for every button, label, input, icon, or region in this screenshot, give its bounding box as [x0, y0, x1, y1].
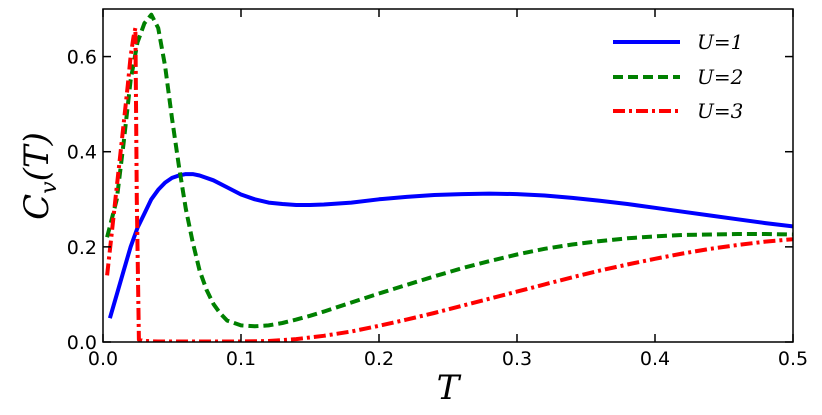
legend-label-u2: U=2: [697, 65, 743, 89]
legend-label-u1: U=1: [697, 30, 743, 54]
y-axis-title-main: C: [17, 194, 57, 220]
plot-frame: [102, 8, 794, 343]
y-axis-title-sub: v: [37, 181, 62, 194]
series-line-u2: [105, 12, 793, 329]
plot-background: [103, 9, 793, 342]
x-axis-title: T: [437, 368, 462, 408]
series-layer: [105, 12, 793, 342]
y-tick-label: 0.4: [67, 142, 97, 164]
x-tick-label: 0.4: [640, 348, 670, 370]
x-tick-label: 0.3: [502, 348, 532, 370]
legend: U=1 U=2 U=3: [613, 30, 743, 123]
y-axis-title: Cv(T): [17, 132, 62, 220]
x-tick-label: 0.0: [88, 348, 118, 370]
y-tick-label: 0.0: [67, 332, 97, 354]
y-axis-title-arg: (T): [17, 132, 57, 181]
y-tick-label: 0.2: [67, 237, 97, 259]
y-axis-title-text: Cv(T): [17, 132, 62, 220]
x-tick-label: 0.1: [226, 348, 256, 370]
legend-label-u3: U=3: [697, 99, 743, 123]
x-tick-label: 0.5: [778, 348, 808, 370]
y-tick-label: 0.6: [67, 47, 97, 69]
ticks-layer: 0.0 0.1 0.2 0.3 0.4 0.5 0.0 0.2 0.4 0.6: [67, 9, 808, 370]
series-line-u1: [107, 172, 793, 319]
series-line-u3: [105, 26, 793, 342]
x-tick-label: 0.2: [364, 348, 394, 370]
